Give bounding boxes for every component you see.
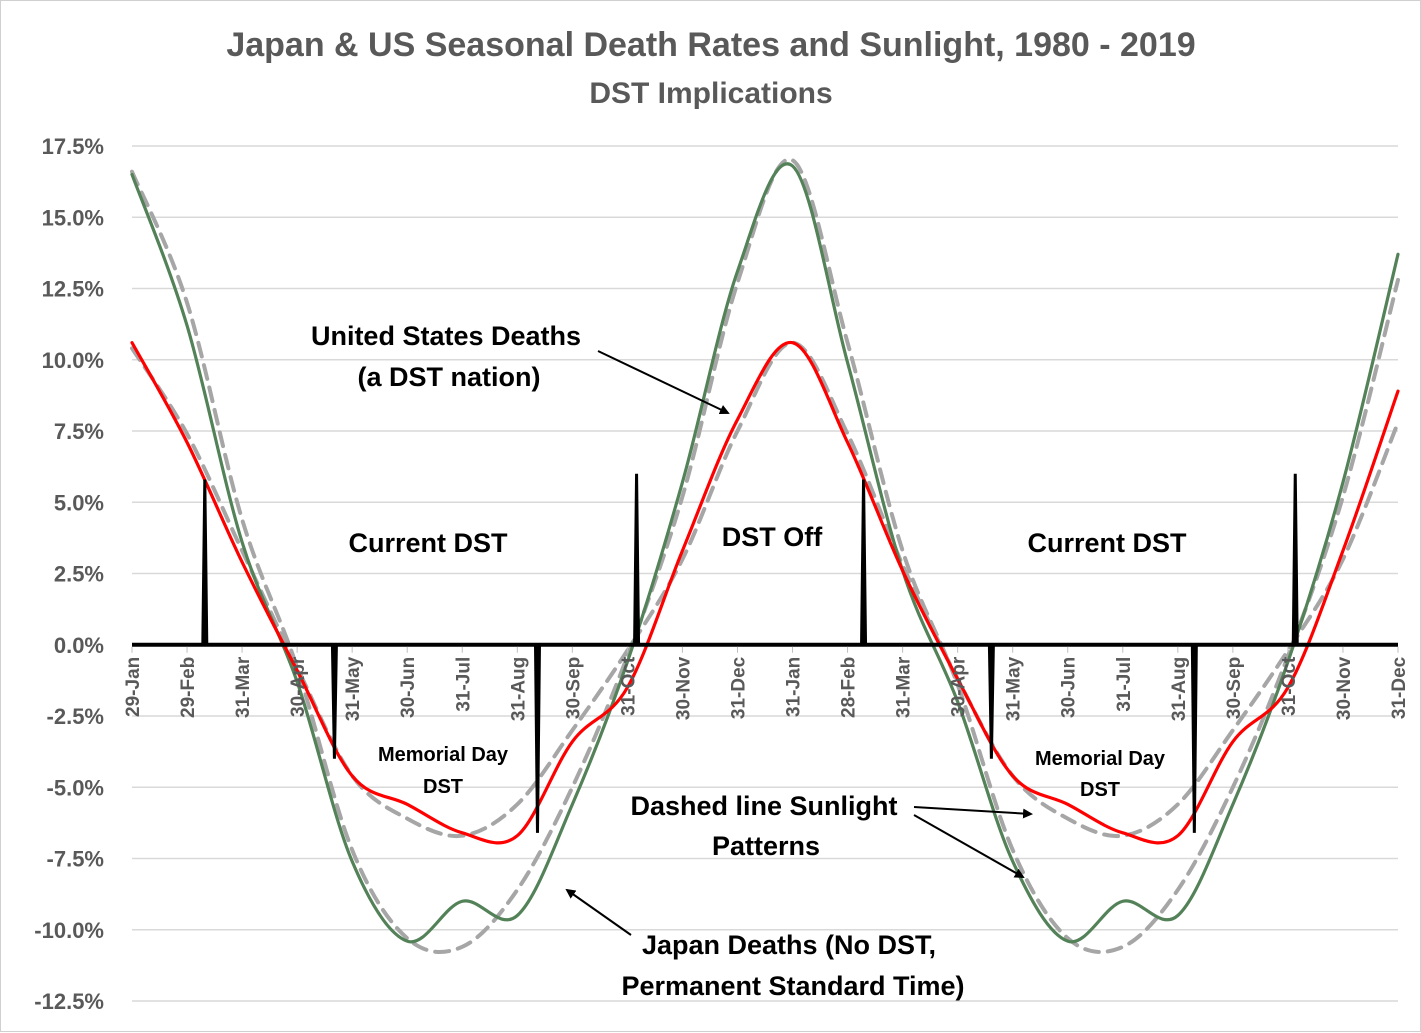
annotation-memorial-1-line1: Memorial Day bbox=[378, 744, 509, 766]
x-tick-label: 31-Jul bbox=[1114, 657, 1135, 712]
dst-marker-spike bbox=[633, 473, 641, 645]
x-tick-label: 31-Jan bbox=[784, 657, 805, 717]
annotation-memorial-2-line2: DST bbox=[1080, 779, 1120, 801]
x-tick-label: 30-Nov bbox=[673, 656, 694, 720]
x-tick-label: 30-Apr bbox=[288, 656, 309, 717]
arrow-sunlight-1 bbox=[913, 806, 1033, 819]
y-tick-label: 15.0% bbox=[42, 205, 104, 230]
dst-marker-spike bbox=[201, 479, 209, 645]
annotation-memorial-1-line2: DST bbox=[423, 776, 463, 798]
y-tick-label: -2.5% bbox=[47, 704, 104, 729]
y-tick-label: -5.0% bbox=[47, 775, 104, 800]
annotation-dst-off: DST Off bbox=[722, 522, 823, 552]
x-tick-label: 31-Dec bbox=[1389, 656, 1410, 719]
annotation-us-deaths-line1: United States Deaths bbox=[311, 321, 581, 351]
y-tick-label: 17.5% bbox=[42, 134, 104, 159]
x-tick-label: 31-Aug bbox=[1169, 657, 1190, 721]
y-tick-label: 2.5% bbox=[54, 562, 104, 587]
x-tick-label: 30-Nov bbox=[1334, 656, 1355, 720]
x-tick-label: 31-Oct bbox=[1279, 656, 1300, 716]
dst-marker-spike bbox=[533, 644, 541, 833]
y-axis-ticks: 17.5% 15.0% 12.5% 10.0% 7.5% 5.0% 2.5% 0.0% -2.5… bbox=[34, 134, 104, 1014]
dst-markers bbox=[201, 473, 1299, 833]
arrow-sunlight-2 bbox=[913, 814, 1025, 878]
x-tick-label: 31-Oct bbox=[618, 656, 639, 716]
x-tick-label: 30-Sep bbox=[1224, 657, 1245, 719]
arrow-us-deaths bbox=[597, 350, 730, 415]
x-tick-label: 30-Apr bbox=[949, 656, 970, 717]
x-tick-label: 31-Jul bbox=[453, 657, 474, 712]
annotation-current-dst-1: Current DST bbox=[348, 528, 508, 558]
x-tick-label: 30-Sep bbox=[563, 657, 584, 719]
annotation-japan-line1: Japan Deaths (No DST, bbox=[642, 930, 936, 960]
y-tick-label: 7.5% bbox=[54, 419, 104, 444]
x-tick-label: 30-Jun bbox=[1059, 657, 1080, 718]
series-line-japan-deaths bbox=[130, 162, 1400, 944]
x-tick-label: 29-Jan bbox=[123, 657, 144, 717]
y-tick-label: -12.5% bbox=[34, 989, 104, 1014]
annotation-sunlight-line1: Dashed line Sunlight bbox=[630, 791, 897, 821]
y-tick-label: 0.0% bbox=[54, 633, 104, 658]
x-tick-label: 30-Jun bbox=[398, 657, 419, 718]
x-tick-label: 31-Aug bbox=[508, 657, 529, 721]
annotation-japan-line2: Permanent Standard Time) bbox=[621, 971, 964, 1001]
annotation-memorial-2-line1: Memorial Day bbox=[1035, 748, 1166, 770]
dst-marker-spike bbox=[330, 644, 338, 759]
chart-title: Japan & US Seasonal Death Rates and Sunl… bbox=[226, 26, 1195, 64]
y-tick-label: 5.0% bbox=[54, 490, 104, 515]
dst-marker-spike bbox=[860, 479, 868, 645]
annotation-sunlight-line2: Patterns bbox=[712, 831, 820, 861]
dst-marker-spike bbox=[987, 644, 995, 759]
x-tick-label: 31-Dec bbox=[728, 656, 749, 719]
dst-marker-spike bbox=[1190, 644, 1198, 833]
annotations: United States Deaths (a DST nation) Curr… bbox=[311, 321, 1187, 1001]
chart-subtitle: DST Implications bbox=[589, 77, 832, 110]
x-tick-label: 31-May bbox=[1004, 656, 1025, 721]
x-tick-label: 31-Mar bbox=[894, 656, 915, 718]
y-tick-label: -10.0% bbox=[34, 918, 104, 943]
x-tick-label: 28-Feb bbox=[839, 657, 860, 718]
x-axis-ticks: 29-Jan 29-Feb 31-Mar 30-Apr 31-May 30-Jun 31-J… bbox=[123, 646, 1410, 721]
y-tick-label: 12.5% bbox=[42, 277, 104, 302]
x-tick-label: 29-Feb bbox=[178, 657, 199, 718]
annotation-current-dst-2: Current DST bbox=[1027, 528, 1187, 558]
y-tick-label: -7.5% bbox=[47, 847, 104, 872]
dst-marker-spike bbox=[1291, 473, 1299, 645]
x-tick-label: 31-Mar bbox=[233, 656, 254, 718]
gridlines bbox=[132, 145, 1398, 1002]
x-tick-label: 31-May bbox=[343, 656, 364, 721]
annotation-us-deaths-line2: (a DST nation) bbox=[358, 362, 541, 392]
y-tick-label: 10.0% bbox=[42, 348, 104, 373]
arrow-japan-deaths bbox=[565, 888, 632, 936]
